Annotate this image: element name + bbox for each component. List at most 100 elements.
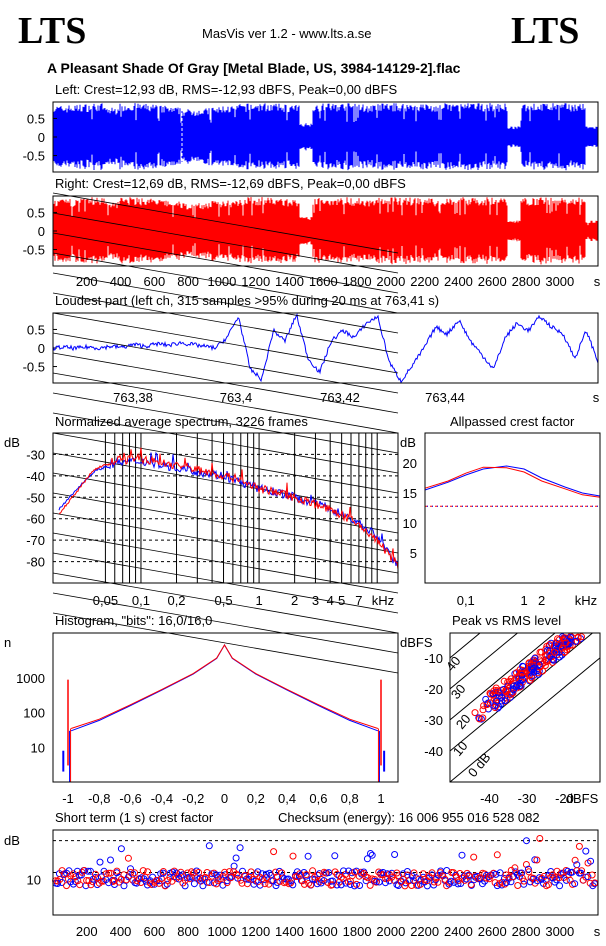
peakrms-point	[480, 702, 488, 710]
crest-point	[127, 869, 135, 876]
slope-line	[52, 252, 399, 314]
shortcrest-points	[52, 835, 599, 890]
diagonal-line	[449, 657, 601, 783]
x-tick-label: 2400	[444, 924, 473, 939]
y-tick-label: -0.5	[23, 360, 45, 375]
crest-point	[193, 867, 201, 875]
crest-point	[454, 880, 462, 888]
peakrms-point	[512, 683, 520, 691]
x-tick-label: 0,2	[247, 791, 265, 806]
crest-point	[493, 882, 501, 890]
slope-line	[52, 472, 399, 534]
peakrms-point	[565, 640, 573, 648]
crest-point	[531, 879, 539, 887]
x-tick-label: 0,05	[93, 593, 118, 608]
crest-point	[190, 880, 198, 888]
crest-point	[544, 881, 552, 889]
y-tick-label: -0.5	[23, 243, 45, 258]
crest-point	[518, 869, 526, 877]
slope-line	[52, 452, 399, 514]
crest-point	[458, 851, 466, 859]
crest-point	[105, 869, 113, 877]
x-unit-label: kHz	[575, 593, 597, 608]
slope-line	[52, 232, 399, 294]
histogram-left-line	[70, 644, 379, 732]
slope-line	[52, 592, 399, 654]
peakrms-point	[535, 661, 543, 669]
y-axis-label: dBFS	[400, 635, 433, 650]
crest-point	[272, 882, 280, 890]
peakrms-point	[490, 687, 498, 695]
x-tick-label: 5	[338, 593, 345, 608]
allpass-right-line	[424, 466, 601, 498]
x-tick-label: 800	[177, 924, 199, 939]
y-tick-label: 100	[23, 706, 45, 721]
crest-point	[124, 854, 132, 862]
y-axis-label: dB	[400, 435, 416, 450]
peakrms-points	[471, 632, 585, 723]
crest-point	[159, 868, 167, 875]
crest-point	[423, 882, 431, 890]
peakrms-point	[578, 633, 585, 641]
peakrms-point	[479, 706, 487, 714]
x-tick-label: 0,6	[309, 791, 327, 806]
diagonal-line	[449, 632, 593, 752]
crest-point	[296, 870, 304, 878]
crest-point	[287, 879, 295, 887]
crest-point	[227, 874, 235, 882]
peakrms-point	[572, 637, 580, 645]
crest-point	[102, 870, 110, 878]
x-tick-label: 200	[76, 924, 98, 939]
loudest-title: Loudest part (left ch, 315 samples >95% …	[55, 293, 440, 308]
crest-point	[351, 882, 358, 890]
y-tick-label: 10	[31, 740, 45, 755]
crest-point	[445, 878, 453, 886]
x-tick-label: 1	[377, 791, 384, 806]
crest-point	[302, 871, 310, 879]
peakrms-point	[530, 668, 538, 676]
y-tick-label: 10	[27, 873, 41, 888]
crest-point	[236, 844, 244, 852]
crest-point	[96, 858, 104, 866]
crest-point	[322, 869, 330, 877]
crest-point	[309, 875, 316, 883]
slope-line	[52, 392, 399, 454]
x-tick-label: -0,8	[88, 791, 110, 806]
crest-point	[300, 869, 308, 876]
y-tick-label: -0.5	[23, 149, 45, 164]
shortcrest-title: Short term (1 s) crest factor	[55, 810, 214, 825]
crest-point	[501, 880, 509, 888]
crest-point	[256, 881, 264, 889]
crest-point	[364, 874, 372, 882]
crest-point	[556, 882, 564, 890]
x-tick-label: 1600	[309, 924, 338, 939]
right-wave-title: Right: Crest=12,69 dB, RMS=-12,69 dBFS, …	[55, 176, 406, 191]
slope-line	[52, 332, 399, 394]
crest-point	[144, 868, 152, 876]
crest-point	[575, 842, 583, 850]
crest-point	[588, 871, 596, 879]
left-wave-title: Left: Crest=12,93 dB, RMS=-12,93 dBFS, P…	[55, 82, 398, 97]
crest-point	[337, 881, 345, 889]
peakrms-point	[554, 635, 562, 643]
y-axis-label: dB	[4, 435, 20, 450]
crest-point	[278, 869, 286, 877]
x-unit-label: dBFS	[566, 791, 599, 806]
waveform-fill	[52, 103, 598, 171]
peakrms-point	[506, 677, 513, 685]
crest-point	[388, 869, 396, 877]
crest-point	[363, 855, 371, 863]
crest-point	[434, 878, 442, 886]
x-tick-label: 200	[76, 274, 98, 289]
y-tick-label: -30	[26, 447, 45, 462]
y-tick-label: 0	[38, 224, 45, 239]
app-title: MasVis ver 1.2 - www.lts.a.se	[202, 26, 372, 41]
slope-line	[52, 612, 399, 674]
crest-point	[522, 861, 530, 868]
peakrms-point	[512, 674, 520, 682]
y-tick-label: -20	[424, 682, 443, 697]
crest-point	[348, 872, 356, 880]
x-tick-label: 2600	[478, 924, 507, 939]
crest-point	[146, 879, 154, 887]
y-axis-label: dB	[4, 833, 20, 848]
